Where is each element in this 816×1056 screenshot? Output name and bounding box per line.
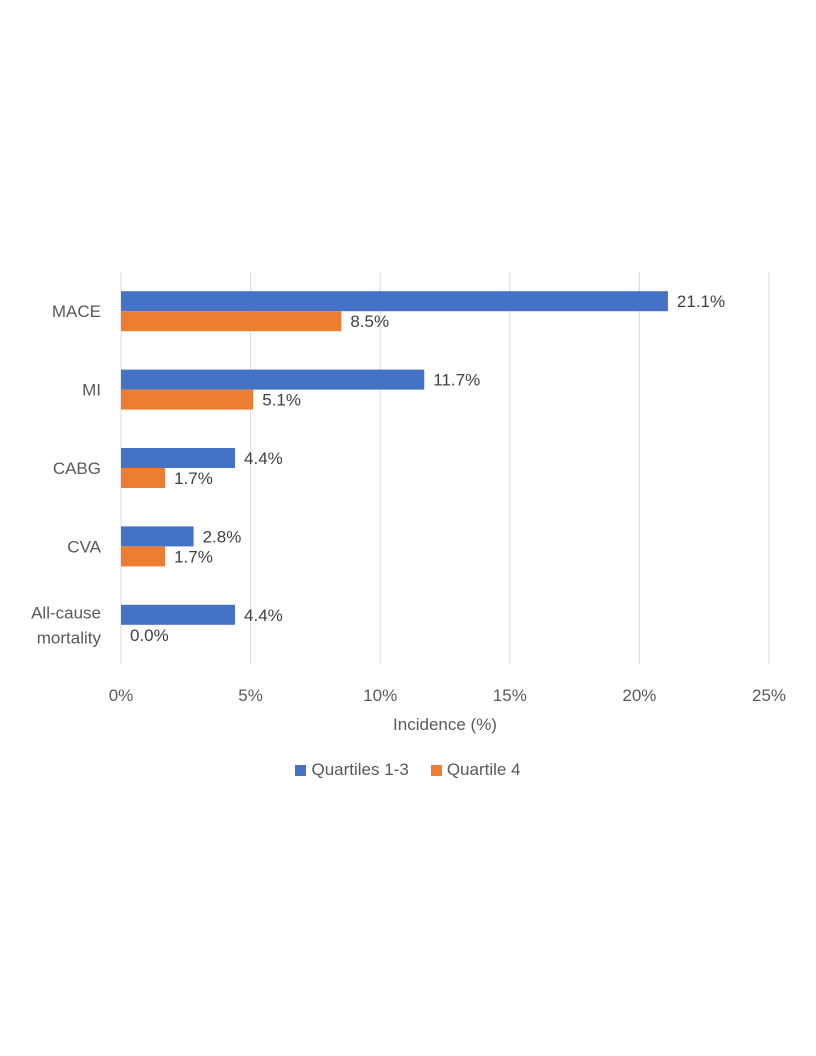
bar-quartile-4-mace [121,311,342,332]
bar-quartiles-1-3-mace [121,291,668,312]
bar-quartile-4-mi [121,389,254,410]
data-label-quartiles-1-3-mace: 21.1% [677,292,725,311]
bar-quartiles-1-3-mi [121,369,425,390]
category-label-cabg: CABG [53,459,101,478]
category-label-all-cause-mortality: All-cause mortality [31,603,101,647]
x-tick-label-3: 15% [493,686,527,705]
data-label-quartiles-1-3-cabg: 4.4% [244,449,283,468]
data-label-quartile-4-mace: 8.5% [350,312,389,331]
legend-item-quartile-4: Quartile 4 [430,760,521,780]
x-tick-label-1: 5% [238,686,263,705]
data-label-quartiles-1-3-all-cause-mortality: 4.4% [244,606,283,625]
data-label-quartiles-1-3-mi: 11.7% [433,371,480,390]
data-label-quartile-4-all-cause-mortality: 0.0% [130,626,169,645]
bar-quartiles-1-3-cva [121,526,194,547]
legend-label-quartiles-1-3: Quartiles 1-3 [311,760,409,779]
bar-quartiles-1-3-all-cause-mortality [121,604,236,625]
legend: Quartiles 1-3 Quartile 4 [0,760,816,780]
bar-quartile-4-cva [121,546,166,567]
data-label-quartiles-1-3-cva: 2.8% [203,527,242,546]
legend-swatch-quartile-4 [430,764,442,776]
bar-quartile-4-cabg [121,468,166,488]
category-label-mace: MACE [52,302,101,321]
x-axis-title: Incidence (%) [393,715,497,734]
data-label-quartile-4-cva: 1.7% [174,547,213,566]
category-label-mi: MI [82,381,101,400]
bar-quartiles-1-3-cabg [121,448,236,468]
x-tick-label-4: 20% [622,686,656,705]
legend-item-quartiles-1-3: Quartiles 1-3 [295,760,409,780]
category-label-cva: CVA [67,537,101,556]
data-label-quartile-4-cabg: 1.7% [174,469,213,488]
x-tick-label-5: 25% [752,686,786,705]
legend-label-quartile-4: Quartile 4 [446,760,521,779]
legend-swatch-quartiles-1-3 [295,764,307,776]
x-tick-label-2: 10% [363,686,397,705]
x-tick-label-0: 0% [109,686,134,705]
data-label-quartile-4-mi: 5.1% [262,391,301,410]
